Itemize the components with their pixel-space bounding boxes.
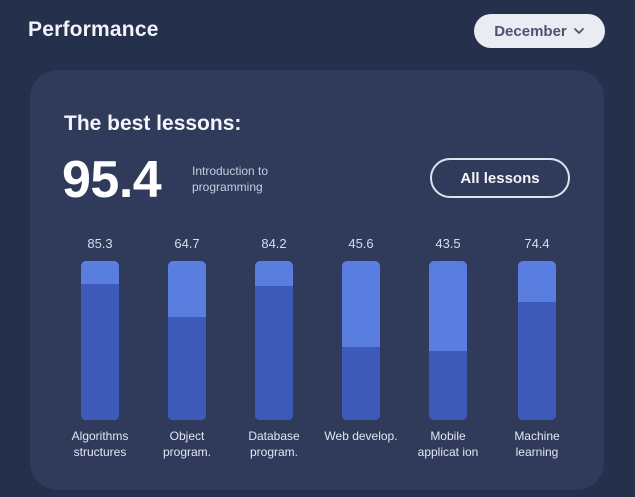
bar-column[interactable]: 45.6 Web develop.	[321, 70, 401, 490]
bar-track	[342, 261, 380, 420]
bar-track	[429, 261, 467, 420]
best-score: 95.4	[62, 151, 162, 209]
bar	[429, 351, 467, 420]
month-dropdown-value: December	[494, 22, 567, 40]
bar-column[interactable]: 74.4 Machine learning	[497, 70, 577, 490]
bar-category-label: Object program.	[162, 429, 212, 459]
bar	[342, 347, 380, 420]
bar-category-label: Algorithms structures	[71, 429, 129, 459]
bar-column[interactable]: 43.5 Mobile applicat ion	[408, 70, 488, 490]
bar-value-label: 43.5	[435, 236, 461, 251]
bar-category-label: Database program.	[248, 429, 300, 459]
best-lesson-name: Introduction to programming	[192, 164, 269, 194]
bar-category-label: Web develop.	[324, 429, 398, 443]
lessons-bar-chart: 85.3 Algorithms structures 64.7 Object prog…	[30, 70, 604, 490]
bar-value-label: 84.2	[261, 236, 287, 251]
bar-value-label: 64.7	[174, 236, 200, 251]
bar-track	[81, 261, 119, 420]
bar-category-label: Machine learning	[514, 429, 560, 459]
bar-value-label: 45.6	[348, 236, 374, 251]
bar-column[interactable]: 84.2 Database program.	[234, 70, 314, 490]
best-lessons-card: The best lessons: 95.4 Introduction to p…	[30, 70, 604, 490]
chevron-down-icon	[573, 28, 584, 34]
bar-column[interactable]: 64.7 Object program.	[147, 70, 227, 490]
card-title: The best lessons:	[64, 112, 242, 135]
bar-track	[168, 261, 206, 420]
month-dropdown[interactable]: December	[474, 14, 605, 48]
bar-value-label: 85.3	[87, 236, 113, 251]
bar-value-label: 74.4	[524, 236, 550, 251]
bar-category-label: Mobile applicat ion	[417, 429, 479, 459]
page-title: Performance	[28, 18, 159, 41]
bar	[255, 286, 293, 420]
bar-track	[518, 261, 556, 420]
bar-track	[255, 261, 293, 420]
bar	[518, 302, 556, 420]
bar-column[interactable]: 85.3 Algorithms structures	[60, 70, 140, 490]
bar	[81, 284, 119, 420]
bar	[168, 317, 206, 420]
all-lessons-button[interactable]: All lessons	[430, 158, 570, 198]
